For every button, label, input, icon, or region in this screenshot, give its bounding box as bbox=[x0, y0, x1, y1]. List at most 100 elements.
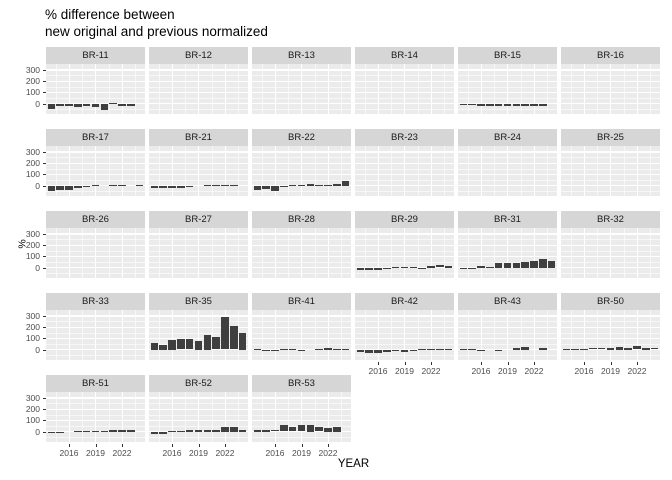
bar-BR-15-2017 bbox=[486, 103, 494, 107]
gridline-y-major bbox=[252, 244, 351, 246]
gridline-y-minor bbox=[46, 425, 145, 427]
gridline-x-minor bbox=[185, 228, 187, 280]
bar-BR-43-2018 bbox=[494, 349, 503, 351]
gridline-x-minor bbox=[288, 310, 290, 362]
gridline-y-major bbox=[46, 431, 145, 433]
gridline-x-minor bbox=[288, 392, 290, 444]
gridline-x-major bbox=[301, 146, 303, 198]
bar-BR-52-2014 bbox=[150, 431, 159, 435]
gridline-x-minor bbox=[597, 310, 599, 362]
gridline-x-minor bbox=[55, 392, 57, 444]
bar-BR-15-2018 bbox=[494, 103, 503, 106]
bar-BR-11-2014 bbox=[47, 103, 56, 109]
gridline-x-minor bbox=[444, 310, 446, 362]
gridline-x-minor bbox=[55, 146, 57, 198]
x-tick-mark-2022 bbox=[328, 444, 329, 447]
gridline-y-minor bbox=[149, 109, 248, 111]
gridline-y-major bbox=[355, 267, 454, 269]
gridline-x-major bbox=[327, 392, 329, 444]
gridline-x-major bbox=[430, 310, 432, 362]
gridline-y-major bbox=[561, 69, 660, 71]
gridline-y-minor bbox=[458, 355, 557, 357]
gridline-x-minor bbox=[391, 146, 393, 198]
gridline-x-minor bbox=[520, 146, 522, 198]
gridline-x-minor bbox=[135, 392, 137, 444]
facet-strip-BR-27: BR-27 bbox=[149, 211, 248, 228]
gridline-x-major bbox=[68, 64, 70, 116]
bar-BR-35-2016 bbox=[168, 340, 176, 350]
gridline-x-minor bbox=[597, 146, 599, 198]
gridline-y-major bbox=[355, 360, 454, 362]
bar-BR-29-2016 bbox=[374, 267, 382, 270]
gridline-x-major bbox=[583, 310, 585, 362]
gridline-y-major bbox=[149, 255, 248, 258]
bar-BR-53-2023 bbox=[333, 427, 341, 432]
gridline-y-major bbox=[149, 278, 248, 280]
gridline-x-minor bbox=[364, 310, 366, 362]
gridline-x-major bbox=[430, 228, 432, 280]
gridline-x-minor bbox=[444, 228, 446, 280]
gridline-x-major bbox=[404, 64, 406, 116]
y-tick-mark-200 bbox=[43, 327, 46, 328]
bar-BR-53-2015 bbox=[262, 429, 270, 432]
facet-panel-BR-16 bbox=[561, 64, 660, 116]
gridline-y-major bbox=[252, 114, 351, 116]
facet-strip-BR-21: BR-21 bbox=[149, 129, 248, 146]
gridline-x-minor bbox=[547, 310, 549, 362]
gridline-x-minor bbox=[185, 64, 187, 116]
bar-BR-22-2021 bbox=[315, 184, 323, 186]
gridline-y-minor bbox=[458, 261, 557, 263]
x-tick-label-2022: 2022 bbox=[215, 448, 235, 458]
gridline-y-minor bbox=[458, 168, 557, 170]
gridline-y-major bbox=[561, 349, 660, 351]
gridline-x-minor bbox=[211, 392, 213, 444]
gridline-x-minor bbox=[570, 228, 572, 280]
bar-BR-43-2014 bbox=[459, 348, 468, 350]
facet-label: BR-17 bbox=[82, 132, 109, 143]
gridline-x-major bbox=[636, 310, 638, 362]
bar-BR-41-2015 bbox=[262, 349, 270, 351]
facet-panel-BR-43 bbox=[458, 310, 557, 362]
gridline-x-major bbox=[274, 310, 276, 362]
gridline-y-major bbox=[149, 69, 248, 71]
gridline-y-major bbox=[355, 315, 454, 317]
gridline-y-major bbox=[561, 267, 660, 269]
gridline-x-minor bbox=[108, 310, 110, 362]
bar-BR-42-2014 bbox=[356, 349, 365, 353]
gridline-y-major bbox=[252, 103, 351, 105]
gridline-x-minor bbox=[135, 228, 137, 280]
gridline-y-major bbox=[252, 173, 351, 176]
facet-label: BR-42 bbox=[391, 296, 418, 307]
facet-panel-BR-13 bbox=[252, 64, 351, 116]
gridline-y-major bbox=[561, 80, 660, 82]
gridline-y-major bbox=[458, 185, 557, 187]
bar-BR-31-2018 bbox=[494, 263, 503, 268]
gridline-x-minor bbox=[211, 146, 213, 198]
facet-panel-BR-21 bbox=[149, 146, 248, 198]
x-tick-label-2019: 2019 bbox=[189, 448, 208, 458]
gridline-x-minor bbox=[417, 228, 419, 280]
bar-BR-31-2019 bbox=[503, 262, 512, 268]
gridline-x-minor bbox=[288, 64, 290, 116]
bar-BR-11-2023 bbox=[127, 103, 135, 106]
gridline-y-major bbox=[458, 114, 557, 116]
gridline-y-major bbox=[149, 114, 248, 116]
facet-panel-BR-17 bbox=[46, 146, 145, 198]
gridline-y-major bbox=[252, 185, 351, 187]
bar-BR-51-2015 bbox=[56, 431, 64, 433]
gridline-x-major bbox=[404, 310, 406, 362]
facet-label: BR-26 bbox=[82, 214, 109, 225]
gridline-y-minor bbox=[46, 273, 145, 275]
x-tick-label-2022: 2022 bbox=[112, 448, 132, 458]
bar-BR-35-2014 bbox=[150, 342, 159, 350]
y-tick-label-300: 300 bbox=[25, 228, 40, 239]
facet-panel-BR-31 bbox=[458, 228, 557, 280]
facet-panel-BR-35 bbox=[149, 310, 248, 362]
gridline-y-major bbox=[149, 103, 248, 105]
gridline-y-minor bbox=[46, 86, 145, 88]
gridline-x-minor bbox=[314, 310, 316, 362]
facet-label: BR-31 bbox=[494, 214, 521, 225]
gridline-x-minor bbox=[211, 64, 213, 116]
gridline-x-minor bbox=[570, 146, 572, 198]
gridline-y-minor bbox=[355, 157, 454, 159]
